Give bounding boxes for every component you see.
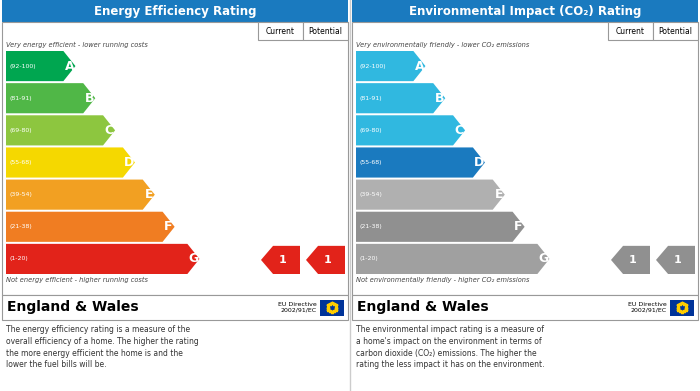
Text: England & Wales: England & Wales xyxy=(7,301,139,314)
Polygon shape xyxy=(356,179,505,210)
Text: (39-54): (39-54) xyxy=(359,192,382,197)
Polygon shape xyxy=(6,83,95,113)
Polygon shape xyxy=(356,83,445,113)
Text: Potential: Potential xyxy=(659,27,692,36)
Polygon shape xyxy=(656,246,695,274)
Text: (81-91): (81-91) xyxy=(9,96,32,101)
Bar xyxy=(670,300,694,316)
Bar xyxy=(352,22,698,295)
Polygon shape xyxy=(356,115,465,145)
Text: (1-20): (1-20) xyxy=(359,256,378,262)
Text: (92-100): (92-100) xyxy=(9,64,36,68)
Text: Environmental Impact (CO₂) Rating: Environmental Impact (CO₂) Rating xyxy=(409,5,641,18)
Text: (55-68): (55-68) xyxy=(359,160,382,165)
Text: (69-80): (69-80) xyxy=(9,128,32,133)
Text: (92-100): (92-100) xyxy=(359,64,386,68)
Bar xyxy=(2,295,348,320)
Polygon shape xyxy=(6,212,174,242)
Text: 1: 1 xyxy=(324,255,332,265)
Text: The environmental impact rating is a measure of
a home's impact on the environme: The environmental impact rating is a mea… xyxy=(356,325,545,369)
Text: (21-38): (21-38) xyxy=(359,224,382,229)
Text: G: G xyxy=(188,253,199,265)
Polygon shape xyxy=(6,179,155,210)
Text: F: F xyxy=(164,220,173,233)
Text: (69-80): (69-80) xyxy=(359,128,382,133)
Text: (1-20): (1-20) xyxy=(9,256,28,262)
Polygon shape xyxy=(356,244,550,274)
Text: B: B xyxy=(435,92,444,105)
Text: (55-68): (55-68) xyxy=(9,160,32,165)
Text: (81-91): (81-91) xyxy=(359,96,382,101)
Bar xyxy=(2,0,348,22)
Text: C: C xyxy=(104,124,113,137)
Text: (39-54): (39-54) xyxy=(9,192,32,197)
Text: (21-38): (21-38) xyxy=(9,224,32,229)
Text: The energy efficiency rating is a measure of the
overall efficiency of a home. T: The energy efficiency rating is a measur… xyxy=(6,325,199,369)
Bar xyxy=(258,22,303,40)
Text: D: D xyxy=(474,156,484,169)
Text: E: E xyxy=(494,188,503,201)
Text: B: B xyxy=(85,92,94,105)
Polygon shape xyxy=(356,51,426,81)
Text: Energy Efficiency Rating: Energy Efficiency Rating xyxy=(94,5,256,18)
Polygon shape xyxy=(356,212,524,242)
Text: D: D xyxy=(124,156,134,169)
Polygon shape xyxy=(261,246,300,274)
Text: A: A xyxy=(64,59,74,73)
Text: Very energy efficient - lower running costs: Very energy efficient - lower running co… xyxy=(6,42,148,48)
Text: EU Directive
2002/91/EC: EU Directive 2002/91/EC xyxy=(279,302,317,313)
Text: 1: 1 xyxy=(629,255,637,265)
Text: Potential: Potential xyxy=(309,27,342,36)
Text: Current: Current xyxy=(266,27,295,36)
Text: E: E xyxy=(144,188,153,201)
Polygon shape xyxy=(6,244,200,274)
Text: 1: 1 xyxy=(674,255,682,265)
Bar xyxy=(2,22,348,295)
Bar xyxy=(653,22,698,40)
Bar xyxy=(320,300,344,316)
Text: A: A xyxy=(414,59,424,73)
Text: F: F xyxy=(514,220,523,233)
Polygon shape xyxy=(6,115,115,145)
Bar xyxy=(352,295,698,320)
Text: Current: Current xyxy=(616,27,645,36)
Text: G: G xyxy=(538,253,549,265)
Polygon shape xyxy=(356,147,485,178)
Polygon shape xyxy=(6,51,76,81)
Text: Very environmentally friendly - lower CO₂ emissions: Very environmentally friendly - lower CO… xyxy=(356,42,529,48)
Text: Not environmentally friendly - higher CO₂ emissions: Not environmentally friendly - higher CO… xyxy=(356,277,529,283)
Text: England & Wales: England & Wales xyxy=(357,301,489,314)
Text: 1: 1 xyxy=(279,255,287,265)
Polygon shape xyxy=(611,246,650,274)
Polygon shape xyxy=(306,246,345,274)
Text: C: C xyxy=(454,124,463,137)
Text: Not energy efficient - higher running costs: Not energy efficient - higher running co… xyxy=(6,277,148,283)
Text: EU Directive
2002/91/EC: EU Directive 2002/91/EC xyxy=(629,302,667,313)
Bar xyxy=(608,22,653,40)
Bar xyxy=(352,0,698,22)
Polygon shape xyxy=(6,147,135,178)
Bar xyxy=(303,22,348,40)
